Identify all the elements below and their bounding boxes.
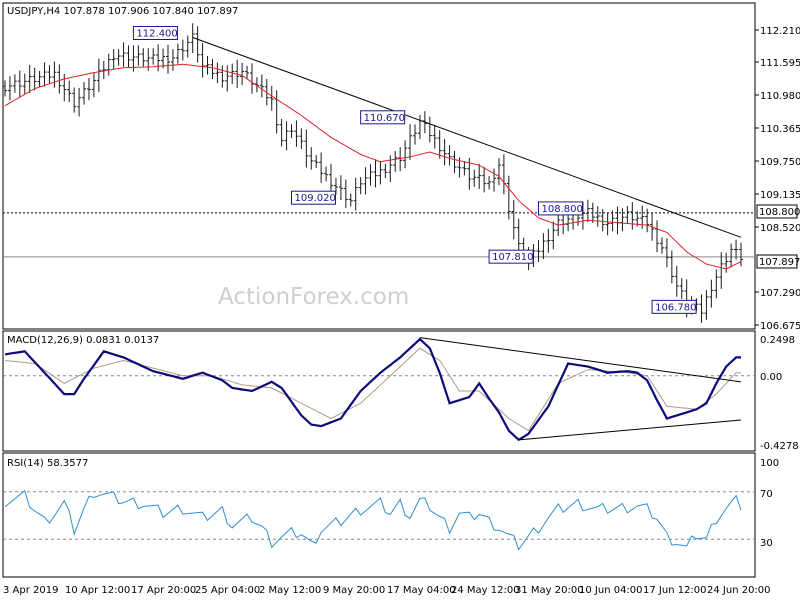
time-tick: 17 Jun 12:00: [643, 585, 707, 596]
price-tick: 106.675: [760, 321, 800, 332]
rsi-tick: 100: [760, 458, 779, 469]
macd-panel-frame: [2, 330, 756, 452]
price-trendline: [192, 37, 742, 238]
time-tick: 24 May 12:00: [451, 585, 520, 596]
price-tick: 107.290: [760, 288, 800, 299]
time-tick: 17 Apr 20:00: [131, 585, 196, 596]
time-tick: 9 May 20:00: [323, 585, 385, 596]
time-tick: 31 May 20:00: [515, 585, 584, 596]
price-annotation: 106.780: [655, 302, 696, 313]
level-tag-box: [756, 204, 798, 219]
price-annotation: 109.020: [294, 193, 335, 204]
rsi-panel-frame: [2, 452, 756, 578]
price-tick: 110.365: [760, 124, 800, 135]
macd-lower-trendline: [518, 419, 742, 441]
time-tick: 17 May 04:00: [387, 585, 456, 596]
moving-average-line: [4, 63, 742, 270]
price-annotation-box: [651, 299, 697, 314]
time-tick: 3 Apr 2019: [3, 585, 58, 596]
price-tag: 107.897: [759, 257, 800, 268]
time-tick: 24 Jun 20:00: [707, 585, 771, 596]
time-tick: 10 Apr 12:00: [65, 585, 130, 596]
rsi-panel-title: RSI(14) 58.3577: [7, 458, 88, 469]
rsi-line: [4, 489, 742, 551]
time-tick: 10 Jun 04:00: [579, 585, 643, 596]
time-tick: 25 Apr 04:00: [195, 585, 260, 596]
price-panel-frame: [2, 2, 756, 330]
rsi-axis: 100 70 30: [760, 458, 779, 549]
price-axis: 112.210 111.595 110.980 110.365 109.750 …: [755, 26, 800, 332]
time-axis: 3 Apr 2019 10 Apr 12:00 17 Apr 20:00 25 …: [3, 585, 771, 596]
price-tick: 109.135: [760, 190, 800, 201]
macd-panel-title: MACD(12,26,9) 0.0831 0.0137: [7, 335, 159, 346]
macd-tick: 0.2498: [760, 335, 795, 346]
price-panel-title: USDJPY,H4 107.878 107.906 107.840 107.89…: [7, 6, 238, 17]
price-annotation: 112.400: [136, 28, 177, 39]
price-tick: 109.750: [760, 157, 800, 168]
rsi-tick: 30: [760, 538, 773, 549]
price-annotation: 110.670: [364, 113, 405, 124]
watermark: ActionForex.com: [218, 284, 409, 310]
price-annotation-box: [132, 25, 178, 40]
level-tag: 108.800: [759, 207, 800, 218]
macd-upper-trendline: [419, 337, 742, 383]
price-annotation-box: [537, 201, 583, 216]
price-annotation: 107.810: [492, 252, 533, 263]
macd-tick: 0.00: [760, 372, 782, 383]
price-tick: 112.210: [760, 26, 800, 37]
price-tag-box: [756, 254, 798, 269]
chart-marks: 112.400 110.670 109.020 108.800 107.810 106.7…: [3, 23, 755, 551]
price-tick: 110.980: [760, 91, 800, 102]
macd-tick: -0.4278: [760, 441, 799, 452]
price-annotation-box: [488, 249, 534, 264]
rsi-tick: 70: [760, 489, 773, 500]
price-annotation-box: [360, 110, 406, 125]
price-tick: 111.595: [760, 58, 800, 69]
macd-axis: 0.2498 0.00 -0.4278: [760, 335, 799, 452]
time-tick: 2 May 12:00: [259, 585, 321, 596]
price-annotation: 108.800: [541, 204, 582, 215]
macd-line: [4, 337, 741, 442]
price-annotation-box: [290, 190, 336, 205]
price-tick: 108.520: [760, 223, 800, 234]
